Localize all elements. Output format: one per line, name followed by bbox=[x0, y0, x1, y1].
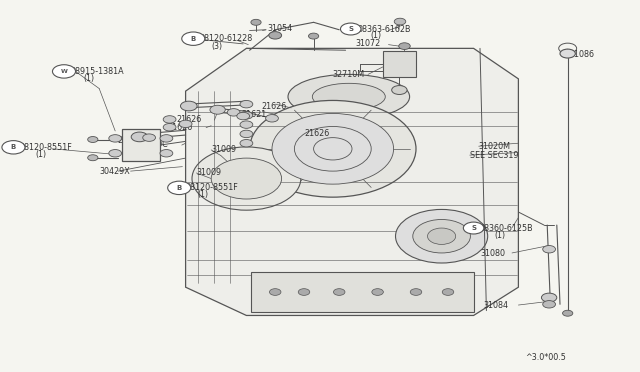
Circle shape bbox=[182, 32, 205, 45]
Bar bbox=[383, 51, 416, 77]
Circle shape bbox=[392, 86, 407, 94]
Circle shape bbox=[541, 293, 557, 302]
Circle shape bbox=[266, 115, 278, 122]
Text: 31009: 31009 bbox=[211, 145, 236, 154]
Circle shape bbox=[442, 289, 454, 295]
Circle shape bbox=[333, 289, 345, 295]
Circle shape bbox=[163, 124, 176, 131]
Circle shape bbox=[163, 116, 176, 123]
Text: 31020M: 31020M bbox=[479, 142, 511, 151]
Circle shape bbox=[272, 113, 394, 184]
Circle shape bbox=[298, 289, 310, 295]
Circle shape bbox=[399, 43, 410, 49]
Text: 21625: 21625 bbox=[118, 137, 143, 145]
Circle shape bbox=[143, 134, 156, 141]
Text: 21626: 21626 bbox=[261, 102, 286, 111]
Text: 31080: 31080 bbox=[480, 249, 505, 258]
Text: 21626: 21626 bbox=[176, 115, 201, 124]
Text: (1): (1) bbox=[370, 31, 381, 40]
Circle shape bbox=[240, 130, 253, 138]
Text: B: B bbox=[177, 185, 182, 191]
Text: 08915-1381A: 08915-1381A bbox=[70, 67, 124, 76]
Ellipse shape bbox=[312, 83, 385, 110]
Circle shape bbox=[250, 100, 416, 197]
Circle shape bbox=[372, 289, 383, 295]
Circle shape bbox=[88, 155, 98, 161]
Circle shape bbox=[211, 158, 282, 199]
Circle shape bbox=[160, 150, 173, 157]
Circle shape bbox=[179, 120, 192, 128]
Circle shape bbox=[463, 222, 484, 234]
Text: B: B bbox=[11, 144, 16, 150]
Text: 21626: 21626 bbox=[304, 129, 329, 138]
Text: 32710M: 32710M bbox=[333, 70, 365, 79]
Text: 31072: 31072 bbox=[355, 39, 380, 48]
Ellipse shape bbox=[288, 74, 410, 119]
Text: 31020C: 31020C bbox=[138, 140, 168, 149]
Circle shape bbox=[294, 126, 371, 171]
Text: 08360-6125B: 08360-6125B bbox=[480, 224, 534, 232]
Circle shape bbox=[413, 219, 470, 253]
Circle shape bbox=[269, 32, 282, 39]
Text: 21625: 21625 bbox=[122, 129, 147, 138]
Circle shape bbox=[240, 140, 253, 147]
Circle shape bbox=[237, 112, 250, 120]
Text: SEE SEC319: SEE SEC319 bbox=[470, 151, 518, 160]
Circle shape bbox=[543, 301, 556, 308]
Circle shape bbox=[340, 23, 361, 35]
Text: 08120-8551F: 08120-8551F bbox=[20, 143, 72, 152]
Circle shape bbox=[543, 246, 556, 253]
Circle shape bbox=[560, 49, 575, 58]
Circle shape bbox=[88, 137, 98, 142]
Text: 08363-6162B: 08363-6162B bbox=[357, 25, 411, 33]
Text: (1): (1) bbox=[83, 74, 94, 83]
Polygon shape bbox=[251, 272, 474, 312]
Circle shape bbox=[131, 132, 148, 142]
Circle shape bbox=[210, 105, 225, 114]
Text: 08120-61228: 08120-61228 bbox=[200, 34, 253, 43]
Circle shape bbox=[52, 65, 76, 78]
Text: 31084: 31084 bbox=[483, 301, 508, 310]
Circle shape bbox=[240, 121, 253, 128]
Circle shape bbox=[240, 100, 253, 108]
Text: B: B bbox=[191, 36, 196, 42]
Circle shape bbox=[168, 181, 191, 195]
Text: 21626: 21626 bbox=[168, 123, 193, 132]
Circle shape bbox=[563, 310, 573, 316]
Text: (1): (1) bbox=[35, 150, 46, 159]
Circle shape bbox=[394, 18, 406, 25]
Bar bbox=[122, 129, 160, 161]
Circle shape bbox=[180, 101, 197, 111]
Circle shape bbox=[160, 135, 173, 142]
Circle shape bbox=[428, 228, 456, 244]
Text: ^3.0*00.5: ^3.0*00.5 bbox=[525, 353, 566, 362]
Text: (1): (1) bbox=[197, 190, 208, 199]
Text: 21621: 21621 bbox=[241, 110, 266, 119]
Circle shape bbox=[396, 209, 488, 263]
Circle shape bbox=[410, 289, 422, 295]
Text: S: S bbox=[348, 26, 353, 32]
Text: 30429X: 30429X bbox=[99, 167, 130, 176]
Text: 31009: 31009 bbox=[196, 168, 221, 177]
Circle shape bbox=[227, 109, 240, 116]
Circle shape bbox=[269, 289, 281, 295]
Text: W: W bbox=[61, 69, 67, 74]
Text: 31086: 31086 bbox=[570, 50, 595, 59]
Circle shape bbox=[240, 112, 253, 119]
Text: S: S bbox=[471, 225, 476, 231]
Text: (1): (1) bbox=[495, 231, 506, 240]
Text: (3): (3) bbox=[211, 42, 222, 51]
Circle shape bbox=[314, 138, 352, 160]
Circle shape bbox=[109, 135, 122, 142]
Circle shape bbox=[2, 141, 25, 154]
Text: 31054: 31054 bbox=[268, 24, 292, 33]
Circle shape bbox=[251, 19, 261, 25]
Text: 08120-8551F: 08120-8551F bbox=[186, 183, 238, 192]
Polygon shape bbox=[186, 48, 518, 315]
Circle shape bbox=[308, 33, 319, 39]
Circle shape bbox=[192, 147, 301, 210]
Circle shape bbox=[109, 150, 122, 157]
